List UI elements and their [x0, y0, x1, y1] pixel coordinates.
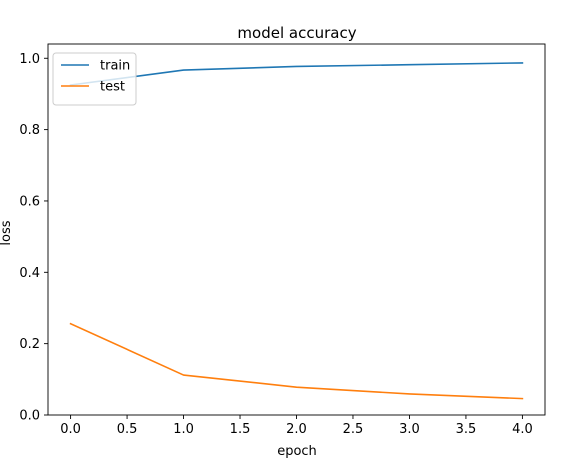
x-tick-label: 2.5: [343, 422, 364, 437]
axis-ticks: 0.0 0.5 1.0 1.5 2.0 2.5 3.0 3.5 4.0 0.0 0.2 0.4 0.6 0…: [19, 52, 532, 437]
series-line-train: [69, 62, 524, 86]
legend-box: [52, 52, 137, 106]
x-tick-label: 3.0: [399, 422, 420, 437]
x-axis-label: epoch: [277, 444, 317, 459]
chart-title: model accuracy: [237, 24, 356, 42]
y-tick-label: 0.6: [19, 194, 40, 209]
legend: train test: [52, 52, 137, 106]
x-tick-label: 0.5: [117, 422, 138, 437]
series-line-test: [69, 322, 524, 400]
y-tick-label: 0.0: [19, 409, 40, 424]
y-tick-label: 0.2: [19, 337, 40, 352]
y-axis-label: loss: [0, 220, 14, 245]
y-tick-label: 0.4: [19, 266, 40, 281]
y-tick-label: 1.0: [19, 52, 40, 67]
x-tick-label: 0.0: [60, 422, 81, 437]
x-tick-label: 2.0: [286, 422, 307, 437]
legend-label-train: train: [100, 59, 130, 74]
x-tick-label: 1.5: [230, 422, 251, 437]
x-tick-label: 3.5: [456, 422, 477, 437]
x-tick-label: 4.0: [512, 422, 533, 437]
x-tick-label: 1.0: [173, 422, 194, 437]
legend-label-test: test: [100, 80, 125, 95]
y-tick-label: 0.8: [19, 123, 40, 138]
